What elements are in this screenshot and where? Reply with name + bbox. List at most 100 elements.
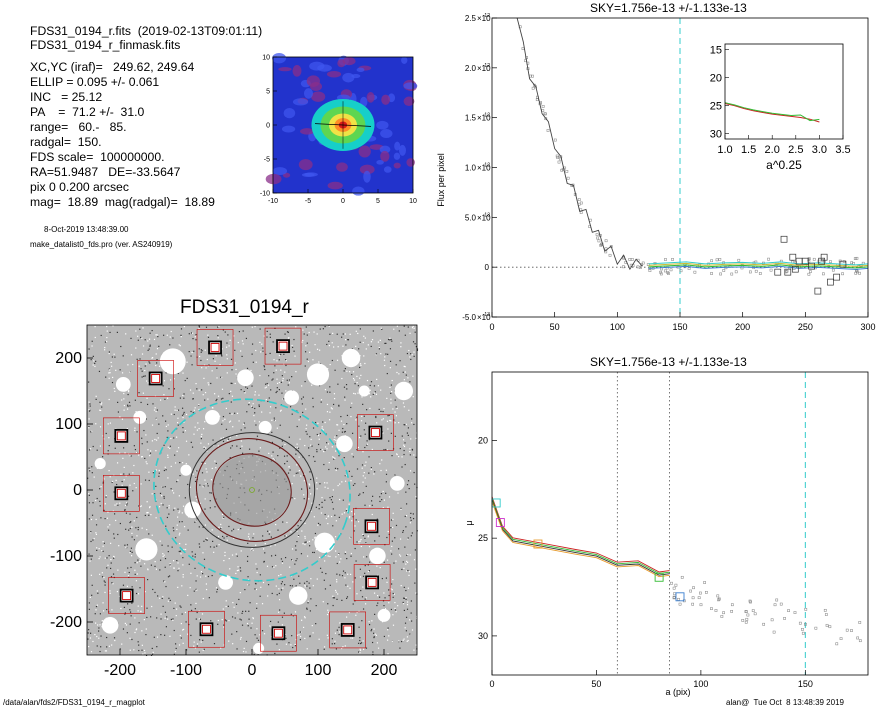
map-noise-speck (91, 340, 93, 342)
map-noise-speck (402, 530, 404, 532)
map-noise-speck (147, 569, 149, 571)
map-noise-speck (369, 407, 371, 410)
heatmap-noise-cell (326, 70, 342, 78)
map-noise-speck (260, 586, 262, 588)
map-noise-speck (248, 448, 251, 450)
map-noise-speck (409, 470, 412, 472)
map-noise-speck (250, 369, 252, 372)
map-noise-speck (179, 532, 181, 534)
map-noise-speck (365, 543, 367, 545)
map-noise-speck (388, 414, 390, 416)
map-noise-speck (386, 449, 389, 451)
map-noise-speck (149, 332, 151, 334)
map-noise-speck (158, 469, 160, 472)
map-noise-speck (347, 510, 349, 513)
map-noise-speck (393, 562, 395, 564)
map-noise-speck (134, 429, 136, 432)
map-noise-speck (362, 475, 364, 477)
flux-point (628, 258, 632, 261)
map-noise-speck (398, 641, 400, 643)
map-noise-speck (221, 376, 223, 379)
map-noise-speck (256, 637, 258, 639)
map-noise-speck (110, 559, 112, 561)
map-noise-speck (355, 560, 357, 562)
map-noise-speck (289, 406, 292, 408)
map-noise-speck (164, 617, 166, 619)
map-noise-speck (324, 499, 326, 501)
map-noise-speck (305, 430, 307, 433)
map-noise-speck (109, 590, 111, 592)
map-noise-speck (111, 356, 113, 358)
map-noise-speck (163, 469, 166, 472)
map-noise-speck (127, 391, 130, 393)
map-noise-speck (88, 493, 90, 495)
map-noise-speck (295, 326, 297, 328)
map-noise-speck (404, 424, 406, 426)
map-noise-speck (416, 618, 419, 620)
map-noise-speck (259, 341, 261, 344)
map-noise-speck (298, 456, 300, 458)
flux-sky-line (648, 265, 869, 270)
mu-point (856, 636, 860, 640)
map-noise-speck (414, 582, 416, 584)
map-noise-speck (214, 393, 216, 395)
map-noise-speck (134, 617, 136, 619)
map-noise-speck (281, 560, 284, 563)
map-noise-speck (276, 360, 278, 362)
map-noise-speck (172, 527, 174, 529)
map-noise-speck (231, 530, 233, 532)
map-noise-speck (102, 550, 104, 552)
map-noise-speck (408, 571, 410, 573)
map-noise-speck (194, 336, 196, 338)
map-noise-speck (343, 386, 346, 388)
map-noise-speck (269, 336, 271, 338)
map-noise-speck (352, 371, 355, 373)
map-noise-speck (310, 478, 312, 481)
map-noise-speck (313, 551, 315, 554)
map-noise-speck (241, 624, 244, 626)
inset-xtick-label: 3.0 (812, 144, 827, 156)
heatmap-noise-cell (265, 173, 282, 185)
map-noise-speck (370, 396, 372, 398)
map-noise-speck (401, 435, 403, 437)
map-noise-speck (154, 565, 156, 567)
map-noise-speck (155, 417, 157, 420)
map-noise-speck (144, 479, 147, 481)
map-noise-speck (301, 530, 303, 532)
map-noise-speck (91, 345, 93, 347)
map-noise-speck (269, 412, 271, 414)
mask-hole (306, 363, 330, 386)
map-noise-speck (348, 611, 351, 614)
map-noise-speck (189, 389, 192, 391)
map-noise-speck (403, 325, 405, 327)
map-noise-speck (237, 612, 239, 614)
map-noise-speck (140, 401, 142, 404)
map-noise-speck (141, 353, 144, 355)
map-noise-speck (333, 438, 335, 441)
flux-point (531, 86, 535, 90)
map-noise-speck (138, 622, 140, 624)
map-noise-speck (368, 621, 370, 623)
map-noise-speck (254, 588, 256, 590)
flux-ytick-times: ×10 (477, 164, 491, 173)
map-noise-speck (374, 391, 376, 393)
map-noise-speck (152, 472, 155, 474)
map-noise-speck (106, 636, 108, 639)
map-noise-speck (214, 506, 216, 508)
map-noise-speck (329, 391, 331, 393)
map-noise-speck (312, 632, 314, 634)
map-noise-speck (346, 508, 348, 510)
map-noise-speck (364, 465, 366, 467)
map-noise-speck (403, 567, 405, 570)
map-noise-speck (180, 328, 183, 330)
map-noise-speck (363, 556, 365, 558)
map-noise-speck (221, 513, 224, 516)
mu-point (705, 590, 708, 594)
map-noise-speck (338, 553, 340, 555)
star-box-inner (370, 428, 380, 438)
flux-xtick-label: 300 (860, 322, 875, 332)
map-noise-speck (327, 637, 329, 639)
flux-ytick-mantissa: 2.0 (465, 64, 477, 73)
map-noise-speck (100, 486, 102, 488)
map-noise-speck (334, 632, 337, 634)
